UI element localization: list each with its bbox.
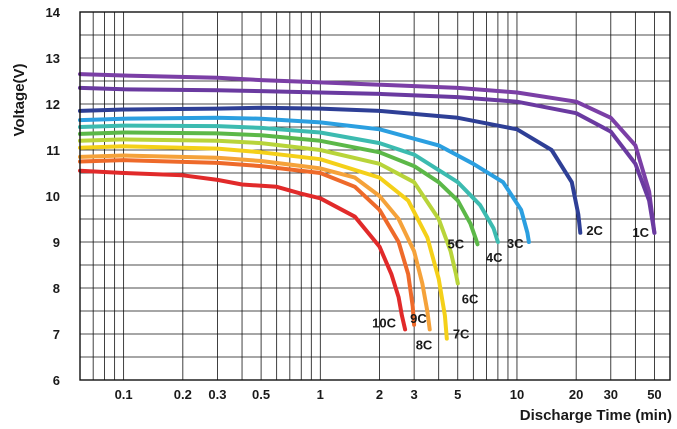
curve-label-1c: 1C <box>632 225 649 240</box>
x-tick-label: 30 <box>604 387 618 402</box>
y-tick-label: 12 <box>46 97 60 112</box>
x-tick-label: 0.1 <box>115 387 133 402</box>
x-tick-label: 1 <box>317 387 324 402</box>
x-tick-label: 0.2 <box>174 387 192 402</box>
x-axis-title: Discharge Time (min) <box>520 407 672 424</box>
curve-label-9c: 9C <box>410 311 427 326</box>
x-tick-label: 2 <box>376 387 383 402</box>
curve-labels: 1C 2C 3C 4C 5C 6C 7C 8C 9C 10C <box>372 223 650 353</box>
y-tick-label: 8 <box>53 281 60 296</box>
y-tick-label: 11 <box>46 143 60 158</box>
curve-7c <box>78 144 449 341</box>
curve-4c <box>78 123 500 244</box>
x-tick-label: 50 <box>647 387 661 402</box>
curve-6c <box>78 137 460 286</box>
curve-label-6c: 6C <box>462 291 479 306</box>
curve-label-10c: 10C <box>372 315 396 330</box>
curve-label-8c: 8C <box>416 337 433 352</box>
x-tick-label: 0.5 <box>252 387 270 402</box>
y-tick-label: 14 <box>46 5 61 20</box>
curve-8c <box>78 153 432 332</box>
curve-9c <box>78 158 417 327</box>
y-tick-label: 6 <box>53 373 60 388</box>
curve-label-3c: 3C <box>507 236 524 251</box>
x-tick-label: 20 <box>569 387 583 402</box>
curve-label-7c: 7C <box>453 327 470 342</box>
curve-top <box>78 72 657 235</box>
grid-lines <box>80 12 670 380</box>
curve-1c <box>78 85 657 235</box>
y-tick-label: 10 <box>46 189 60 204</box>
x-tick-label: 5 <box>454 387 461 402</box>
curve-5c <box>78 130 480 247</box>
curve-10c <box>78 168 408 332</box>
curve-label-5c: 5C <box>448 236 465 251</box>
curve-label-4c: 4C <box>486 250 503 265</box>
y-tick-labels: 6 7 8 9 10 11 12 13 14 <box>46 5 61 388</box>
curve-2c <box>78 105 583 235</box>
x-tick-label: 0.3 <box>208 387 226 402</box>
x-tick-label: 10 <box>510 387 524 402</box>
y-tick-label: 13 <box>46 51 60 66</box>
x-tick-labels: 0.1 0.2 0.3 0.5 1 2 3 5 10 20 30 50 <box>115 387 662 402</box>
y-tick-label: 9 <box>53 235 60 250</box>
x-tick-label: 3 <box>411 387 418 402</box>
y-tick-label: 7 <box>53 327 60 342</box>
plot-frame <box>79 11 671 381</box>
y-axis-title: Voltage(V) <box>11 63 28 136</box>
curve-3c <box>78 115 531 244</box>
curve-label-2c: 2C <box>586 223 603 238</box>
curves <box>78 72 657 341</box>
